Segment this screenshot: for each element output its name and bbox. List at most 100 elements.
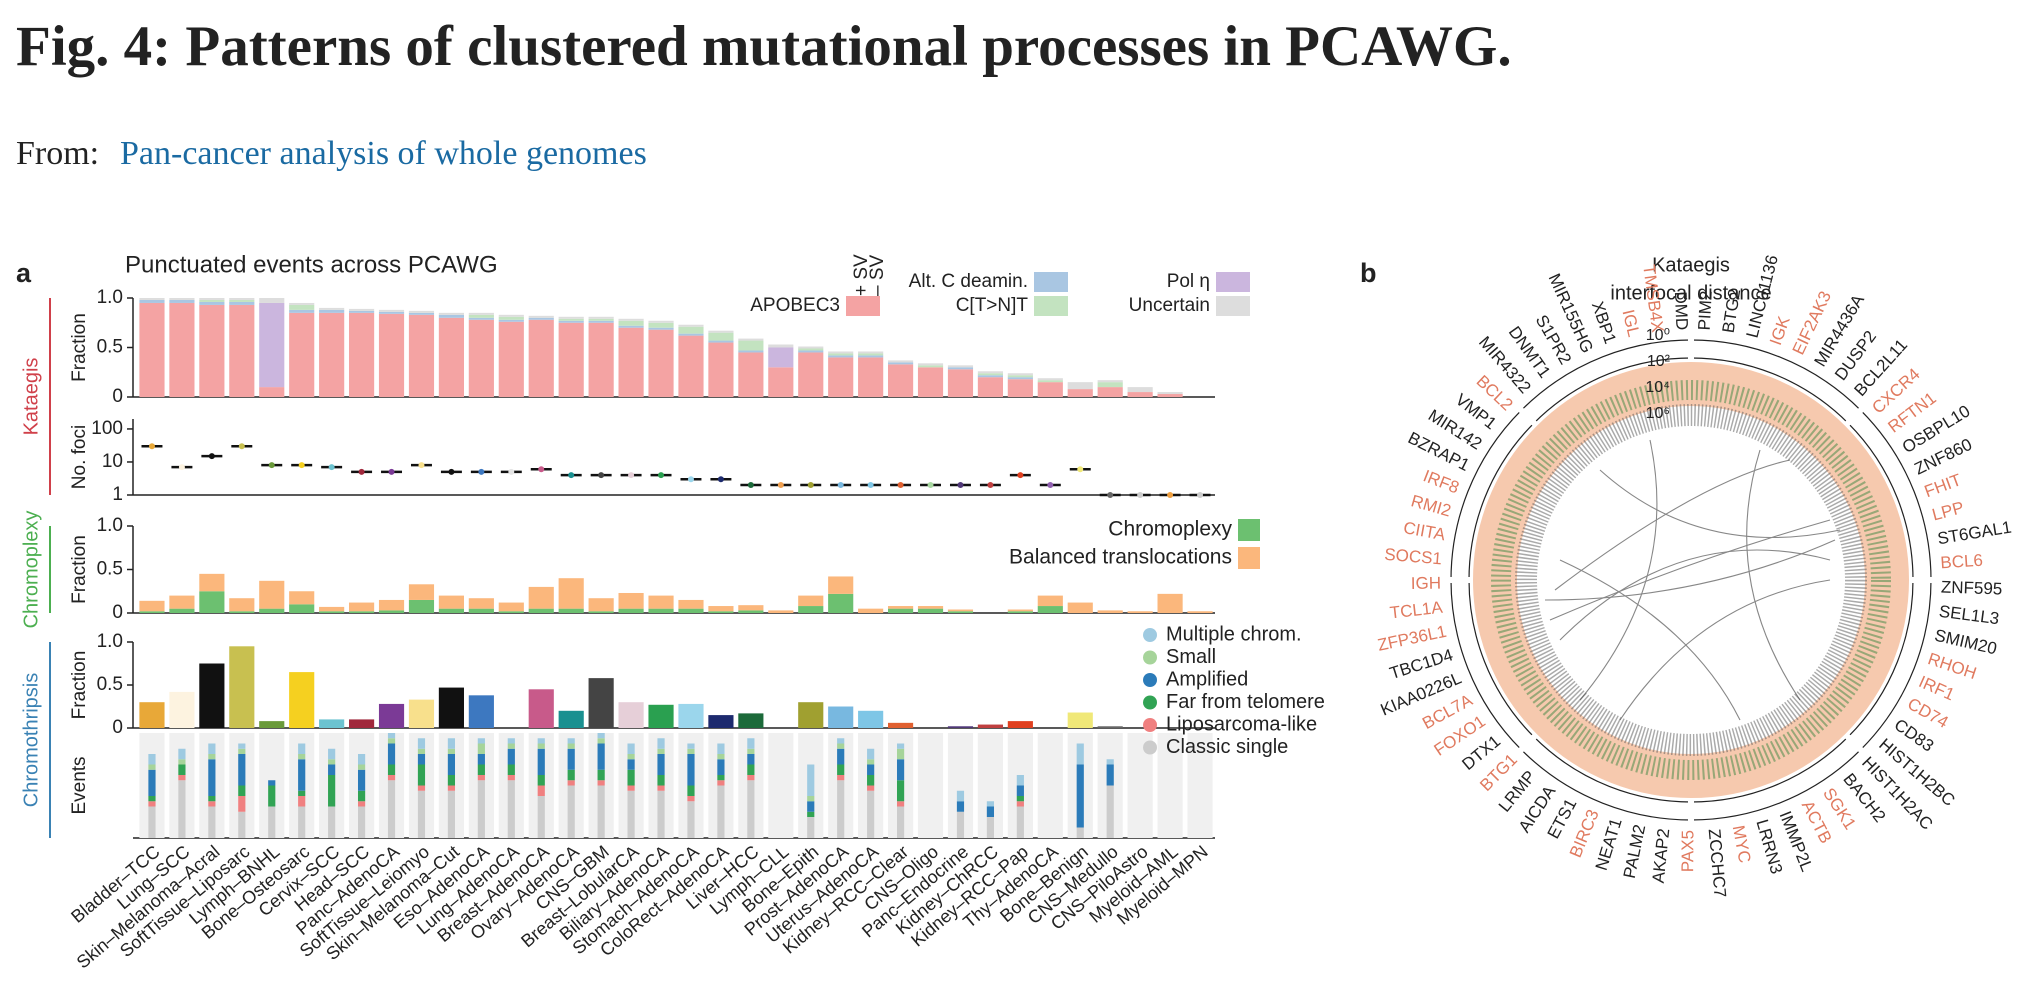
bar <box>528 689 554 728</box>
bar-segment <box>417 754 426 765</box>
bar-segment <box>1076 743 1084 765</box>
median-dot <box>208 453 215 460</box>
bar-segment <box>858 351 884 354</box>
bar-segment <box>387 738 396 744</box>
column-bg <box>1187 733 1213 838</box>
column-bg <box>768 733 794 838</box>
bar-segment <box>208 759 216 796</box>
bar-segment <box>208 806 216 838</box>
bar <box>259 721 285 728</box>
y-tick-label: 1 <box>112 484 123 505</box>
legend-swatch <box>1238 519 1260 541</box>
bar-segment <box>738 350 764 353</box>
bar-segment <box>558 608 584 613</box>
median-dot <box>328 464 335 471</box>
median-dot <box>388 468 395 475</box>
gene-label: PIM2 <box>1695 290 1716 331</box>
legend-swatch <box>1143 695 1157 710</box>
bar <box>468 695 494 728</box>
bar-segment <box>687 801 695 838</box>
bar-segment <box>447 790 456 838</box>
median-dot <box>628 472 635 479</box>
bar-segment <box>1016 785 1024 796</box>
bar-segment <box>627 754 635 760</box>
sv-label: + SV <box>851 254 872 296</box>
bar-segment <box>357 790 366 802</box>
bar-segment <box>678 335 704 397</box>
bar-segment <box>298 790 306 796</box>
bar-segment <box>588 316 614 319</box>
bar-segment <box>1037 382 1063 397</box>
bar <box>588 678 614 728</box>
bar-segment <box>888 364 914 397</box>
bar-segment <box>528 315 554 318</box>
bar-segment <box>1016 796 1024 802</box>
bar-segment <box>298 754 306 760</box>
bar-segment <box>828 351 854 354</box>
median-dot <box>1047 482 1054 489</box>
bar-segment <box>687 754 695 786</box>
bar <box>1007 721 1033 728</box>
legend-label: APOBEC3 <box>750 295 840 316</box>
legend-label: Small <box>1166 646 1216 668</box>
bar-segment <box>597 738 605 744</box>
from-label: From: <box>16 135 99 172</box>
median-dot <box>538 466 545 473</box>
bar-segment <box>597 733 605 739</box>
bar-segment <box>1007 373 1033 376</box>
bar-segment <box>947 367 974 370</box>
bar-segment <box>357 806 366 838</box>
bar-segment <box>387 733 396 739</box>
bar-segment <box>657 775 665 786</box>
bar-segment <box>567 769 575 781</box>
bar-segment <box>447 785 456 791</box>
source-link[interactable]: Pan-cancer analysis of whole genomes <box>120 135 647 172</box>
bar <box>738 713 764 728</box>
bar-segment <box>896 801 905 807</box>
group-label: Kataegis <box>20 358 42 436</box>
bar-segment <box>537 738 545 744</box>
gene-label: LPP <box>1930 498 1966 525</box>
bar-segment <box>537 785 545 796</box>
bar-segment <box>588 322 614 397</box>
bar-segment <box>717 775 725 781</box>
bar <box>319 719 345 728</box>
bar-segment <box>738 352 764 397</box>
bar-segment <box>537 775 545 786</box>
bar-segment <box>717 780 725 786</box>
y-axis-label: No. foci <box>69 425 90 489</box>
bar-segment <box>687 785 695 796</box>
gene-label: RMI2 <box>1409 491 1453 520</box>
bar-segment <box>447 738 456 749</box>
bar-segment <box>528 586 554 609</box>
bar-segment <box>1067 389 1093 397</box>
bar-segment <box>289 302 315 305</box>
bar-segment <box>1127 392 1153 397</box>
median-dot <box>598 472 605 479</box>
bar-segment <box>648 608 674 613</box>
bar-segment <box>178 764 186 775</box>
bar-segment <box>498 321 524 397</box>
y-axis-label: Events <box>69 756 90 814</box>
bar-segment <box>387 780 396 838</box>
bar-segment <box>567 780 575 786</box>
bar-segment <box>319 611 345 613</box>
bar-segment <box>828 353 854 356</box>
bar <box>169 691 195 728</box>
bar-segment <box>618 327 644 397</box>
bar-segment <box>687 743 695 749</box>
gene-label: FHIT <box>1922 470 1964 501</box>
bar-segment <box>917 367 944 397</box>
bar-segment <box>747 754 755 765</box>
bar-segment <box>558 318 584 321</box>
column-bg <box>1037 733 1063 838</box>
bar-segment <box>627 769 635 786</box>
bar-segment <box>238 743 246 749</box>
median-dot <box>568 472 575 479</box>
bar-segment <box>627 785 635 791</box>
bar-segment <box>558 316 584 319</box>
bar-segment <box>328 806 336 838</box>
bar-segment <box>837 738 845 744</box>
bar-segment <box>798 352 824 397</box>
bar-segment <box>1106 785 1114 838</box>
